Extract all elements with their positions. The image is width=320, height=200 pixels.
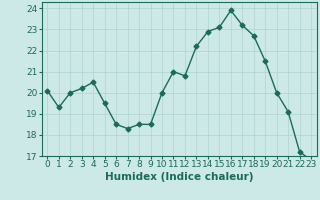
X-axis label: Humidex (Indice chaleur): Humidex (Indice chaleur) [105, 172, 253, 182]
